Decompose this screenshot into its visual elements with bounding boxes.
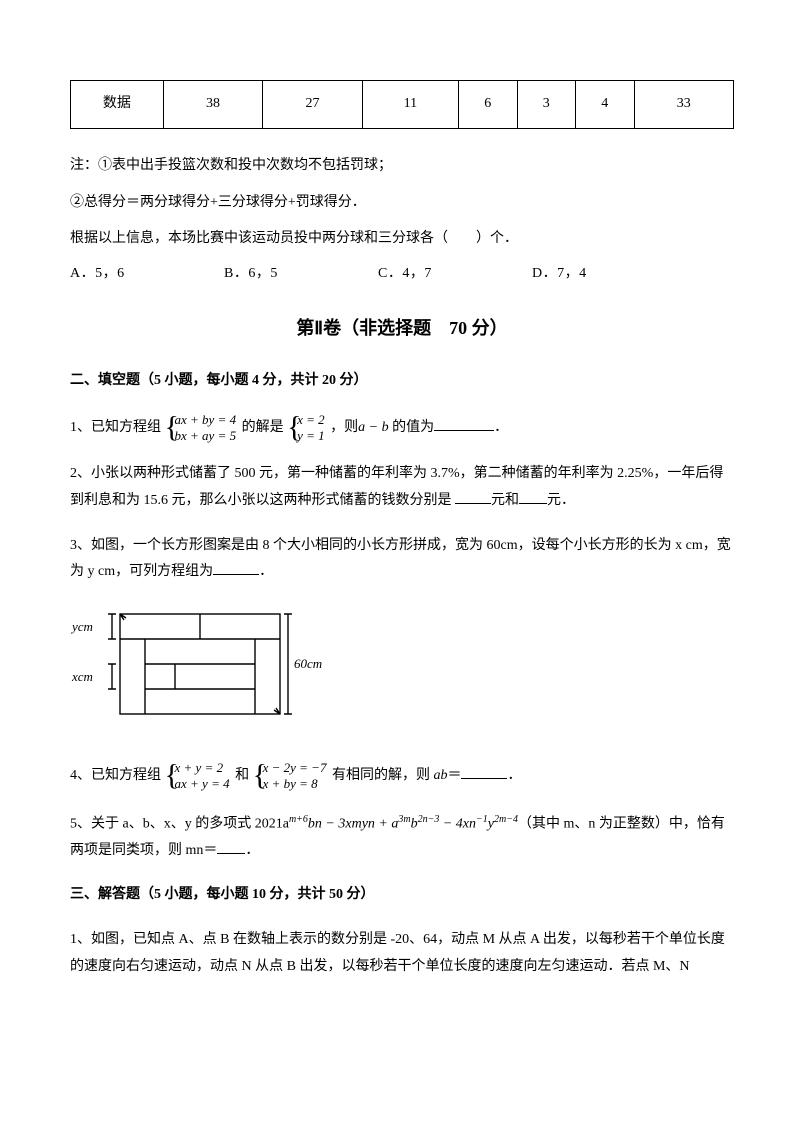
q5-t2: bn − 3xmyn + a [308, 816, 398, 831]
q4-lead: 4、已知方程组 [70, 768, 161, 783]
q2-mid: 元和 [491, 493, 519, 508]
fill-q3: 3、如图，一个长方形图案是由 8 个大小相同的小长方形拼成，宽为 60cm，设每… [70, 533, 734, 586]
table-cell: 27 [263, 81, 362, 129]
fill-q4: 4、已知方程组 x + y = 2 ax + y = 4 和 x − 2y = … [70, 760, 734, 791]
table-header-cell: 数据 [71, 81, 164, 129]
q2-tail: 元． [547, 493, 575, 508]
q1-eq1b: bx + ay = 5 [175, 428, 237, 444]
q5-e2: 3m [398, 814, 410, 825]
note-2: ②总得分＝两分球得分+三分球得分+罚球得分． [70, 190, 734, 217]
option-b: B．6，5 [224, 261, 374, 288]
q1-mid: 的解是 [242, 420, 284, 435]
q1-system2: x = 2 y = 1 [289, 412, 325, 443]
brace-icon [255, 760, 263, 791]
solve-q1: 1、如图，已知点 A、点 B 在数轴上表示的数分别是 -20、64，动点 M 从… [70, 927, 734, 980]
q5-period: ． [245, 843, 259, 858]
fill-q2: 2、小张以两种形式储蓄了 500 元，第一种储蓄的年利率为 3.7%，第二种储蓄… [70, 461, 734, 514]
mc-options: A．5，6 B．6，5 C．4，7 D．7，4 [70, 261, 734, 288]
q3-text: 3、如图，一个长方形图案是由 8 个大小相同的小长方形拼成，宽为 60cm，设每… [70, 538, 731, 580]
label-xcm: xcm [71, 669, 93, 684]
label-60cm: 60cm [294, 656, 322, 671]
q4-tail1: 有相同的解，则 [332, 768, 434, 783]
table-cell: 4 [576, 81, 634, 129]
q4-eq1a: x + y = 2 [175, 760, 230, 776]
label-ycm: ycm [70, 619, 93, 634]
q1-period: ． [494, 420, 508, 435]
q1-expr: a − b [358, 420, 388, 435]
blank [455, 490, 491, 504]
blank [217, 840, 245, 854]
table-cell: 6 [459, 81, 517, 129]
note-1: 注：①表中出手投篮次数和投中次数均不包括罚球； [70, 153, 734, 180]
q1-tail2: 的值为 [389, 420, 435, 435]
q1-tail1: ，则 [330, 420, 358, 435]
blank [519, 490, 547, 504]
q4-mid: 和 [235, 768, 249, 783]
q4-expr: ab [433, 768, 447, 783]
q4-tail2: ＝ [447, 768, 461, 783]
page-root: 数据 38 27 11 6 3 4 33 注：①表中出手投篮次数和投中次数均不包… [0, 0, 794, 1038]
q1-eq1a: ax + by = 4 [175, 412, 237, 428]
q3-figure: ycm xcm 60cm [70, 604, 734, 743]
brace-icon [289, 412, 297, 443]
brace-icon [167, 412, 175, 443]
q5-e3: 2n−3 [418, 814, 440, 825]
q5-t4: − 4xn [439, 816, 476, 831]
q4-eq2a: x − 2y = −7 [263, 760, 327, 776]
part2-title: 第Ⅱ卷（非选择题 70 分） [70, 311, 734, 345]
q4-system1: x + y = 2 ax + y = 4 [167, 760, 230, 791]
solve-q1-text: 1、如图，已知点 A、点 B 在数轴上表示的数分别是 -20、64，动点 M 从… [70, 932, 725, 974]
fill-q5: 5、关于 a、b、x、y 的多项式 2021am+6bn − 3xmyn + a… [70, 810, 734, 865]
q1-lead: 1、已知方程组 [70, 420, 161, 435]
option-d: D．7，4 [532, 261, 682, 288]
section3-heading: 三、解答题（5 小题，每小题 10 分，共计 50 分） [70, 882, 734, 909]
option-c: C．4，7 [378, 261, 528, 288]
q4-eq1b: ax + y = 4 [175, 776, 230, 792]
table-cell: 33 [634, 81, 733, 129]
table-cell: 3 [517, 81, 575, 129]
q5-e4: −1 [476, 814, 488, 825]
blank [213, 561, 259, 575]
q5-e1: m+6 [289, 814, 308, 825]
table-row: 数据 38 27 11 6 3 4 33 [71, 81, 734, 129]
fill-q1: 1、已知方程组 ax + by = 4 bx + ay = 5 的解是 x = … [70, 412, 734, 443]
brace-icon [167, 760, 175, 791]
data-table: 数据 38 27 11 6 3 4 33 [70, 80, 734, 129]
q5-e5: 2m−4 [494, 814, 518, 825]
blank [461, 765, 507, 779]
rectangle-diagram: ycm xcm 60cm [70, 604, 330, 732]
q5-t1: 5、关于 a、b、x、y 的多项式 2021a [70, 816, 289, 831]
q4-system2: x − 2y = −7 x + by = 8 [255, 760, 327, 791]
q1-system1: ax + by = 4 bx + ay = 5 [167, 412, 237, 443]
q4-period: ． [507, 768, 521, 783]
q5-t3: b [411, 816, 418, 831]
q2-text: 2、小张以两种形式储蓄了 500 元，第一种储蓄的年利率为 3.7%，第二种储蓄… [70, 466, 723, 508]
table-cell: 11 [362, 81, 458, 129]
section2-heading: 二、填空题（5 小题，每小题 4 分，共计 20 分） [70, 368, 734, 395]
blank [434, 417, 494, 431]
q4-eq2b: x + by = 8 [263, 776, 327, 792]
question-stem: 根据以上信息，本场比赛中该运动员投中两分球和三分球各（ ）个． [70, 226, 734, 253]
table-cell: 38 [163, 81, 262, 129]
q3-period: ． [259, 564, 273, 579]
option-a: A．5，6 [70, 261, 220, 288]
